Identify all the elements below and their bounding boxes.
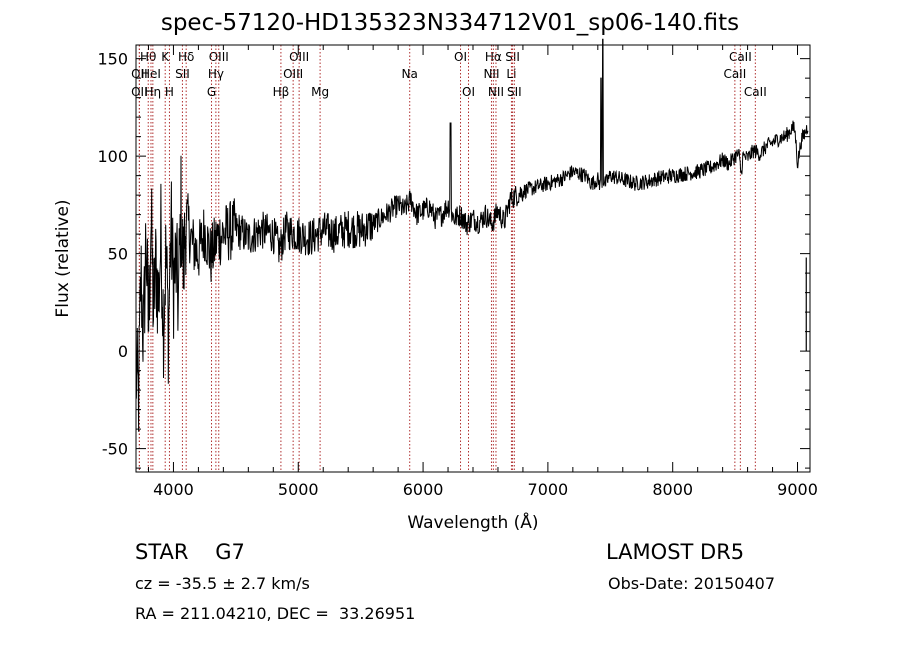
line-marker-label: SII — [175, 67, 190, 81]
line-marker-label: K — [161, 50, 170, 64]
object-subclass: G7 — [215, 540, 245, 564]
line-marker-label: Hθ — [140, 50, 156, 64]
coordinates-readout: RA = 211.04210, DEC = 33.26951 — [135, 604, 416, 623]
x-tick-label: 7000 — [528, 480, 569, 499]
object-class: STAR G7 — [135, 540, 245, 564]
y-tick-label: 100 — [97, 147, 128, 166]
redshift-readout: cz = -35.5 ± 2.7 km/s — [135, 574, 310, 593]
line-marker-label: Hα — [485, 50, 502, 64]
line-marker-label: CaII — [729, 50, 752, 64]
line-marker-label: Mg — [311, 85, 329, 99]
y-tick-label: -50 — [102, 440, 128, 459]
line-marker-label: SII — [505, 50, 520, 64]
line-marker-label: Li — [506, 67, 516, 81]
line-marker-label: CaII — [744, 85, 767, 99]
line-marker-label: OIII — [209, 50, 229, 64]
survey-label: LAMOST DR5 — [606, 540, 745, 564]
line-marker-label: Hγ — [208, 67, 224, 81]
line-marker-label: G — [207, 85, 216, 99]
line-marker-label: H — [165, 85, 174, 99]
line-marker-label: Na — [402, 67, 418, 81]
object-type: STAR — [135, 540, 189, 564]
line-marker-label: HeI — [141, 67, 161, 81]
line-marker-label: OIII — [289, 50, 309, 64]
x-tick-label: 4000 — [153, 480, 194, 499]
spectrum-line — [135, 38, 809, 432]
line-marker-label: SII — [507, 85, 522, 99]
line-marker-label: NII — [483, 67, 499, 81]
y-tick-label: 0 — [118, 342, 128, 361]
line-marker-label: Hβ — [273, 85, 290, 99]
y-tick-label: 50 — [108, 245, 128, 264]
line-marker-label: OIII — [283, 67, 303, 81]
line-marker-label: OII — [131, 85, 148, 99]
chart-title: spec-57120-HD135323N334712V01_sp06-140.f… — [160, 10, 740, 36]
axes: 4000 5000 6000 7000 8000 9000 -50 0 50 100 150 Wave… — [53, 44, 818, 533]
x-tick-label: 5000 — [278, 480, 319, 499]
plot-frame — [135, 44, 811, 473]
line-marker-label: CaII — [723, 67, 746, 81]
x-axis-label: Wavelength (Å) — [407, 511, 538, 533]
line-marker-label: NII — [488, 85, 504, 99]
y-axis-label: Flux (relative) — [53, 199, 73, 317]
y-tick-label: 150 — [97, 50, 128, 69]
x-tick-label: 9000 — [777, 480, 818, 499]
line-marker-label: Hη — [145, 85, 162, 99]
line-marker-label: Hδ — [178, 50, 194, 64]
x-tick-label: 8000 — [652, 480, 693, 499]
obs-date: Obs-Date: 20150407 — [608, 574, 776, 593]
x-tick-label: 6000 — [403, 480, 444, 499]
line-marker-label: OI — [454, 50, 467, 64]
line-marker-label: OI — [462, 85, 475, 99]
